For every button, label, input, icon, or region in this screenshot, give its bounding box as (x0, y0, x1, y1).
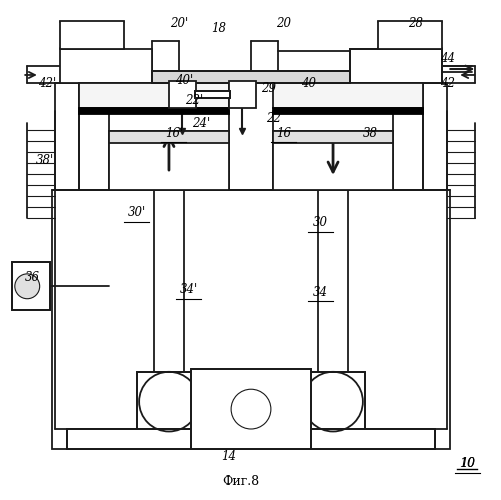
Bar (195, 91, 229, 98)
Bar (109, 130, 228, 190)
Text: Фиг.8: Фиг.8 (222, 474, 259, 488)
Bar (136, 372, 201, 432)
Bar (300, 372, 365, 432)
Text: 20': 20' (169, 18, 188, 30)
Bar (273, 108, 422, 114)
Text: 30': 30' (127, 206, 145, 219)
Text: 36: 36 (25, 271, 40, 284)
Text: 40: 40 (300, 77, 315, 90)
Text: 24': 24' (192, 116, 210, 130)
Bar (377, 22, 441, 48)
Bar (109, 130, 228, 143)
Text: 34: 34 (313, 286, 328, 299)
Text: 30: 30 (313, 216, 328, 229)
Bar (79, 84, 228, 108)
Bar (228, 81, 256, 108)
Text: 28: 28 (407, 18, 422, 30)
Text: 34': 34' (179, 284, 197, 296)
Text: 22': 22' (184, 94, 202, 108)
Bar (55, 84, 446, 190)
Bar (191, 370, 310, 449)
Bar (67, 429, 434, 449)
Bar (350, 48, 441, 84)
Bar (67, 429, 434, 449)
Text: 44: 44 (439, 52, 454, 65)
Bar (151, 71, 350, 84)
Text: 10: 10 (458, 458, 474, 470)
Bar (52, 190, 449, 449)
Text: 38: 38 (362, 126, 377, 140)
Bar (67, 429, 434, 449)
Text: 22: 22 (266, 112, 281, 124)
Text: 18: 18 (211, 22, 226, 35)
Text: 40': 40' (174, 74, 192, 88)
Bar (60, 48, 151, 84)
Text: 20: 20 (275, 18, 290, 30)
Bar (350, 48, 441, 84)
Text: 29: 29 (261, 82, 276, 95)
Bar (169, 81, 196, 108)
Bar (151, 71, 350, 84)
Text: 16: 16 (275, 126, 290, 140)
Text: 42: 42 (439, 77, 454, 90)
Bar (195, 91, 229, 98)
Text: 42': 42' (38, 77, 56, 90)
Bar (136, 372, 201, 432)
Text: 10: 10 (459, 458, 474, 470)
Text: 38': 38' (36, 154, 54, 167)
Bar (191, 370, 310, 449)
Bar (60, 22, 124, 48)
Bar (13, 262, 50, 310)
Bar (273, 130, 392, 143)
Bar (273, 84, 422, 108)
Bar (273, 130, 392, 190)
Bar (13, 262, 50, 310)
Bar (300, 372, 365, 432)
Circle shape (15, 274, 40, 298)
Text: 16': 16' (164, 126, 183, 140)
Text: 14: 14 (220, 450, 235, 463)
Bar (79, 108, 228, 114)
